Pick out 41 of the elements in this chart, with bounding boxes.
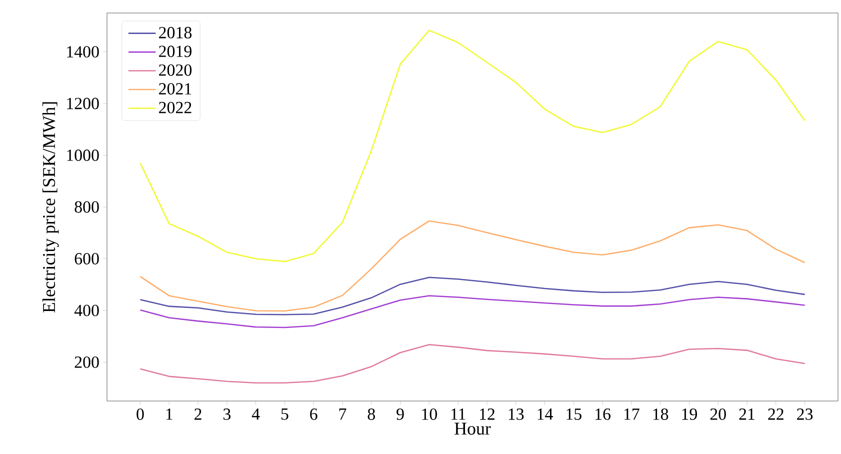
x-tick-label: 5 — [281, 408, 288, 420]
x-tick-label: 7 — [339, 408, 346, 420]
x-tick-label: 1 — [166, 408, 172, 420]
line-series — [140, 344, 806, 384]
x-tick-label: 8 — [368, 408, 375, 420]
legend-label: 2018 — [159, 26, 192, 38]
x-tick-label: 10 — [422, 408, 437, 420]
x-tick-label: 23 — [797, 408, 813, 420]
line-series — [140, 276, 806, 316]
x-tick-label: 2 — [194, 408, 202, 420]
legend-label: 2022 — [159, 102, 192, 114]
y-tick-label: 1200 — [67, 98, 99, 110]
y-tick-label: 1000 — [67, 150, 99, 161]
x-tick-label: 20 — [710, 408, 726, 420]
x-tick-label: 18 — [653, 408, 668, 420]
x-tick-label: 15 — [566, 408, 582, 420]
legend-label: 2021 — [159, 83, 192, 95]
x-tick-label: 13 — [508, 408, 524, 420]
legend-label: 2019 — [159, 46, 192, 58]
y-tick-label: 200 — [74, 356, 99, 368]
x-tick-label: 16 — [596, 408, 610, 420]
x-tick-label: 17 — [624, 408, 640, 420]
x-tick-label: 4 — [252, 408, 260, 420]
x-tick-label: 22 — [768, 408, 784, 420]
line-series — [140, 295, 806, 328]
y-tick-label: 400 — [74, 304, 99, 316]
x-tick-label: 11 — [451, 408, 466, 420]
x-tick-label: 14 — [538, 408, 553, 420]
x-axis-title: Hour — [454, 422, 491, 435]
y-tick-label: 800 — [74, 201, 99, 213]
y-tick-label: 600 — [74, 253, 99, 264]
x-tick-label: 3 — [223, 408, 230, 420]
x-tick-label: 6 — [310, 408, 318, 420]
y-tick-label: 1400 — [67, 46, 99, 58]
legend-label: 2020 — [159, 64, 192, 76]
x-tick-label: 21 — [739, 408, 754, 420]
x-tick-label: 12 — [480, 408, 494, 420]
x-tick-label: 0 — [136, 408, 144, 420]
x-tick-label: 9 — [396, 408, 404, 420]
x-tick-label: 19 — [682, 408, 697, 420]
y-axis-title: Electricity price [SEK/MWh] — [42, 102, 59, 313]
